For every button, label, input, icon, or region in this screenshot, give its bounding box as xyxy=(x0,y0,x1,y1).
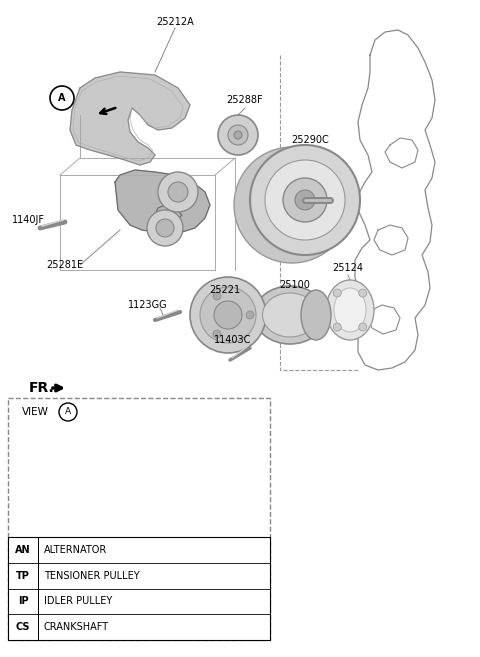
Text: CRANKSHAFT: CRANKSHAFT xyxy=(44,622,109,632)
Circle shape xyxy=(333,323,341,331)
Text: 25290C: 25290C xyxy=(291,135,329,145)
Circle shape xyxy=(234,131,242,139)
Ellipse shape xyxy=(326,280,374,340)
Circle shape xyxy=(200,287,256,343)
Text: IDLER PULLEY: IDLER PULLEY xyxy=(44,597,112,606)
Text: A: A xyxy=(58,93,66,103)
Polygon shape xyxy=(115,170,210,232)
Circle shape xyxy=(246,311,254,319)
Text: VIEW: VIEW xyxy=(22,407,49,417)
Text: 25221: 25221 xyxy=(209,285,240,295)
Text: TENSIONER PULLEY: TENSIONER PULLEY xyxy=(44,571,140,581)
Circle shape xyxy=(59,403,77,421)
Text: 25281E: 25281E xyxy=(47,260,84,270)
Circle shape xyxy=(156,219,174,237)
Circle shape xyxy=(295,190,315,210)
Circle shape xyxy=(120,427,176,483)
Circle shape xyxy=(250,145,360,255)
Bar xyxy=(8,537,270,640)
Circle shape xyxy=(333,289,341,297)
Text: CS: CS xyxy=(77,505,93,515)
Ellipse shape xyxy=(334,288,366,332)
Ellipse shape xyxy=(263,293,317,337)
Text: AN: AN xyxy=(228,439,246,449)
Text: AN: AN xyxy=(15,545,31,555)
Circle shape xyxy=(33,458,137,562)
Text: TP: TP xyxy=(216,467,232,477)
Circle shape xyxy=(213,292,221,300)
Circle shape xyxy=(50,86,74,110)
Text: TP: TP xyxy=(185,435,201,445)
Circle shape xyxy=(213,330,221,338)
Circle shape xyxy=(265,160,345,240)
Text: IP: IP xyxy=(142,450,154,460)
Circle shape xyxy=(359,289,367,297)
Ellipse shape xyxy=(254,286,326,344)
Text: 11403C: 11403C xyxy=(214,335,252,345)
Circle shape xyxy=(190,277,266,353)
FancyBboxPatch shape xyxy=(8,398,270,640)
Text: TP: TP xyxy=(16,571,30,581)
Ellipse shape xyxy=(301,290,331,340)
Circle shape xyxy=(211,418,263,470)
Circle shape xyxy=(214,301,242,329)
Circle shape xyxy=(169,416,217,464)
Text: 25124: 25124 xyxy=(333,263,363,273)
Text: CS: CS xyxy=(16,622,30,632)
Text: 1123GG: 1123GG xyxy=(128,300,168,310)
Circle shape xyxy=(234,147,350,263)
Circle shape xyxy=(228,125,248,145)
Text: A: A xyxy=(65,407,71,417)
Text: FR.: FR. xyxy=(29,381,55,395)
Text: 25100: 25100 xyxy=(279,280,311,290)
Polygon shape xyxy=(70,72,190,165)
Text: 25212A: 25212A xyxy=(156,17,194,27)
Circle shape xyxy=(147,210,183,246)
Text: IP: IP xyxy=(18,597,28,606)
Circle shape xyxy=(168,182,188,202)
Circle shape xyxy=(218,115,258,155)
Text: ALTERNATOR: ALTERNATOR xyxy=(44,545,107,555)
Circle shape xyxy=(202,450,246,494)
Text: 25288F: 25288F xyxy=(227,95,264,105)
Circle shape xyxy=(158,172,198,212)
Circle shape xyxy=(359,323,367,331)
Circle shape xyxy=(283,178,327,222)
Text: 1140JF: 1140JF xyxy=(12,215,45,225)
